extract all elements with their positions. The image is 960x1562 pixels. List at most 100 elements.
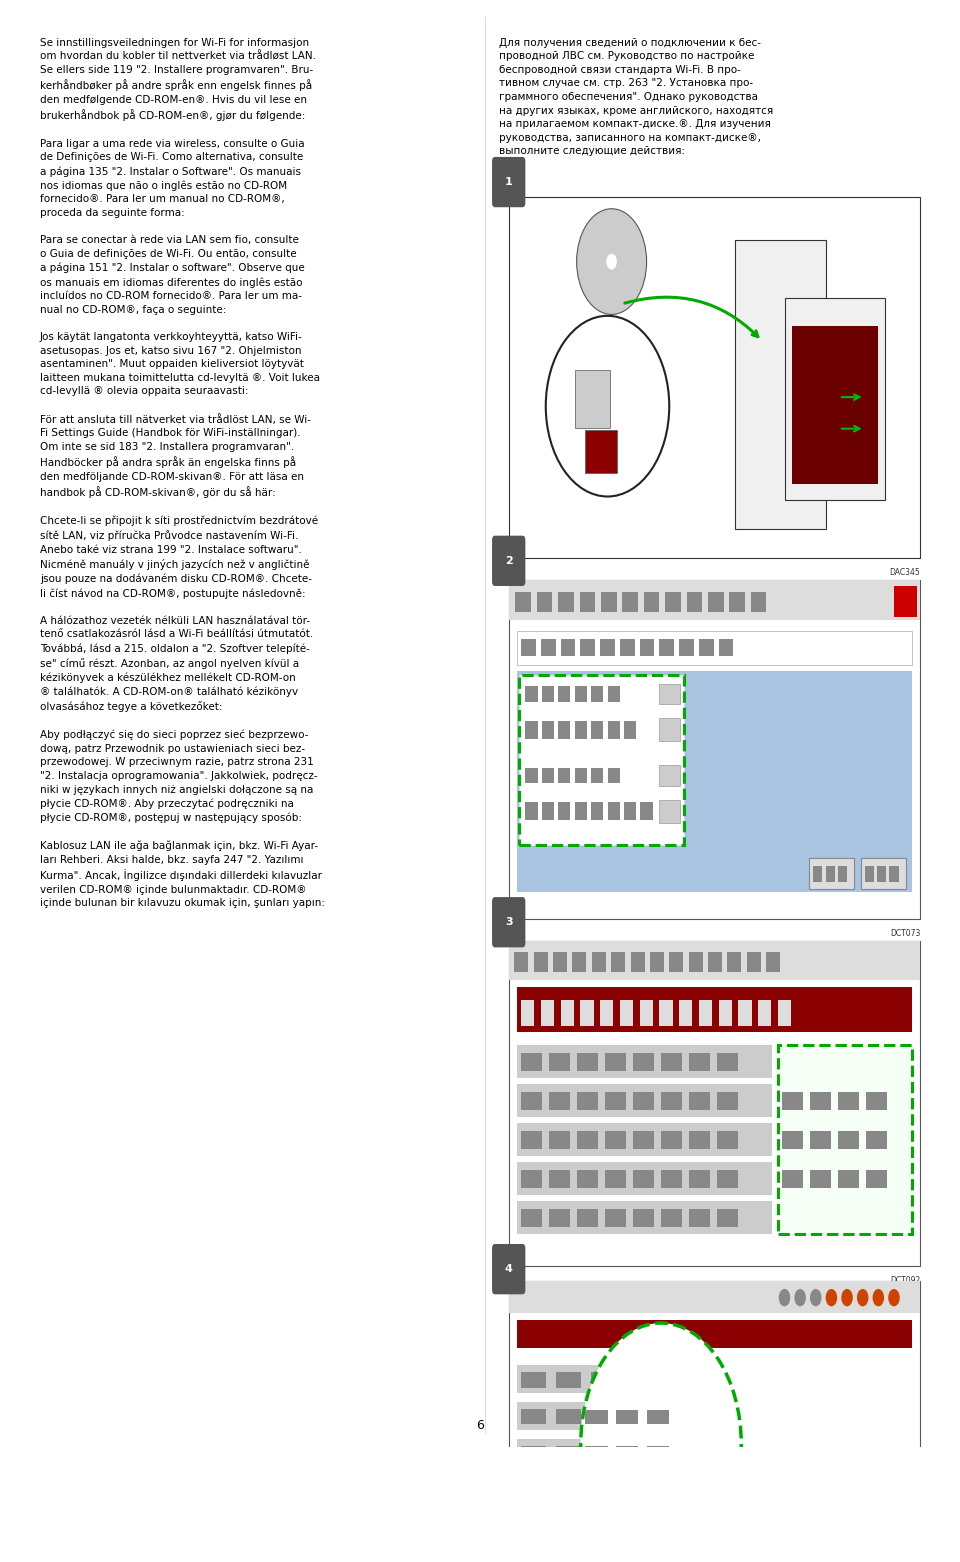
Text: 3: 3 (505, 917, 513, 928)
Bar (516, 1403, 714, 1431)
Bar (810, 1170, 831, 1189)
Bar (592, 953, 606, 972)
Bar (537, 592, 552, 612)
Bar (516, 592, 531, 612)
Bar (558, 722, 570, 739)
Bar (577, 1170, 598, 1189)
FancyBboxPatch shape (492, 897, 525, 948)
Bar (838, 1170, 859, 1189)
Bar (558, 803, 570, 820)
Bar (717, 1170, 737, 1189)
Bar (516, 1543, 912, 1560)
Bar (549, 1092, 569, 1111)
Bar (516, 1162, 772, 1195)
Bar (647, 1484, 669, 1498)
Bar (659, 684, 680, 704)
Bar (785, 298, 884, 500)
Bar (633, 1131, 654, 1150)
Bar (605, 1092, 626, 1111)
Circle shape (577, 209, 647, 314)
Bar (615, 1484, 638, 1498)
Bar (591, 1373, 615, 1389)
Bar (525, 769, 538, 783)
Bar (838, 1092, 859, 1111)
Bar (650, 953, 664, 972)
Bar (591, 1409, 615, 1425)
Bar (521, 1000, 534, 1026)
Bar (608, 769, 620, 783)
Bar (525, 803, 538, 820)
Bar (633, 1053, 654, 1072)
Bar (633, 1170, 654, 1189)
Bar (549, 1053, 569, 1072)
Bar (572, 953, 587, 972)
Bar (689, 1170, 709, 1189)
Bar (541, 803, 554, 820)
Bar (626, 1518, 651, 1534)
Bar (779, 1045, 912, 1234)
Bar (581, 1000, 593, 1026)
Text: 1: 1 (505, 177, 513, 187)
Bar (534, 953, 548, 972)
Bar (540, 1000, 554, 1026)
Bar (608, 722, 620, 739)
Bar (586, 430, 617, 473)
Bar (660, 1000, 673, 1026)
Bar (516, 1123, 772, 1156)
Bar (516, 1084, 772, 1117)
Bar (661, 1482, 685, 1498)
Bar (615, 1410, 638, 1425)
Bar (708, 953, 722, 972)
Bar (516, 1512, 714, 1540)
Bar (541, 722, 554, 739)
Bar (549, 1170, 569, 1189)
Bar (556, 1409, 581, 1425)
Bar (605, 1053, 626, 1072)
Bar (622, 592, 638, 612)
Bar (509, 1281, 921, 1314)
Bar (661, 1409, 685, 1425)
Circle shape (826, 1289, 837, 1306)
Bar (516, 1439, 714, 1467)
Bar (728, 953, 741, 972)
Bar (699, 639, 713, 656)
Bar (516, 1475, 714, 1503)
Bar (516, 987, 912, 1032)
Bar (585, 1410, 608, 1425)
Bar (608, 686, 620, 701)
Text: DCT073: DCT073 (890, 929, 921, 939)
Bar (575, 803, 587, 820)
Bar (640, 803, 653, 820)
Bar (600, 1000, 613, 1026)
Bar (521, 1409, 546, 1425)
Bar (782, 1170, 803, 1189)
Bar (516, 1201, 772, 1234)
Bar (639, 639, 655, 656)
Bar (525, 722, 538, 739)
Bar (600, 639, 615, 656)
Bar (661, 1170, 682, 1189)
Bar (877, 865, 886, 883)
Bar (838, 1131, 859, 1150)
Bar (661, 1373, 685, 1389)
Bar (665, 592, 681, 612)
Bar (558, 686, 570, 701)
Bar (580, 592, 595, 612)
Bar (556, 1446, 581, 1460)
Bar (867, 1170, 887, 1189)
Bar (608, 803, 620, 820)
Bar (867, 1092, 887, 1111)
Bar (747, 953, 760, 972)
Bar (719, 1000, 732, 1026)
Bar (605, 1170, 626, 1189)
Bar (669, 953, 684, 972)
Bar (521, 1053, 541, 1072)
Bar (860, 858, 906, 889)
Bar (541, 686, 554, 701)
Bar (679, 1000, 692, 1026)
Bar (521, 1170, 541, 1189)
Bar (633, 1209, 654, 1228)
Bar (624, 722, 636, 739)
Bar (591, 722, 604, 739)
Bar (509, 1281, 921, 1562)
